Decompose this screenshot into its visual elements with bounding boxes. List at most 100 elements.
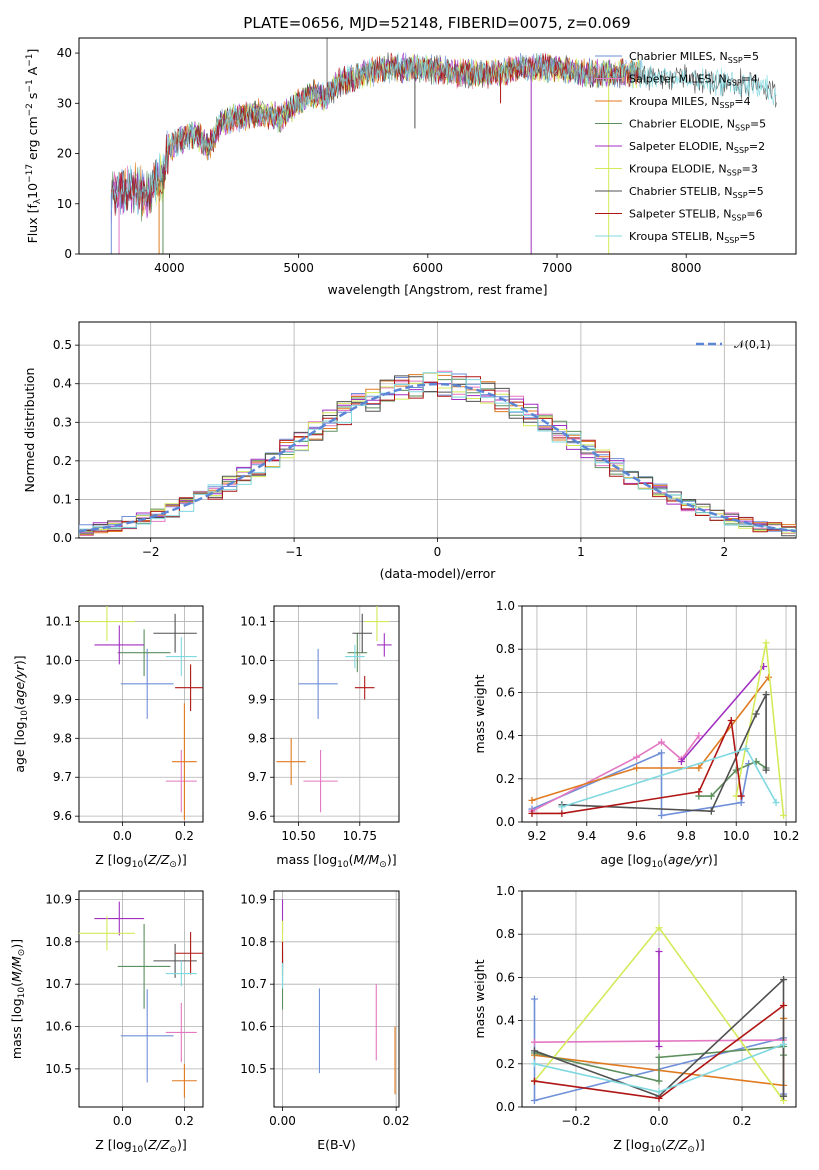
histograms [79, 370, 796, 537]
errorbar-point [120, 989, 174, 1083]
x-tick-label: 6000 [413, 261, 444, 275]
x-tick-label: 0.2 [175, 829, 194, 843]
errorbar-point [153, 613, 197, 653]
y-tick-label: 9.8 [248, 731, 267, 745]
weight-line-chabrier-stelib [534, 977, 785, 1098]
x-tick-label: 0.0 [649, 1114, 668, 1128]
x-tick-label: 9.8 [677, 829, 696, 843]
age-vs-metallicity-panel: 0.0 0.2 9.6 9.7 9.8 9.9 10.0 10.1 Z [log10(Z/Z⊙)… [12, 605, 204, 870]
y-tick-label: 1.0 [496, 884, 515, 898]
weight-marker [655, 1043, 663, 1051]
y-tick-label: 10.0 [45, 653, 72, 667]
x-tick-label: 0 [434, 545, 442, 559]
x-tick-label: 4000 [154, 261, 185, 275]
weight-marker [695, 732, 703, 740]
y-tick-label: 10.8 [240, 935, 267, 949]
errorbar-point [165, 637, 197, 677]
x-tick-label: 0.2 [732, 1114, 751, 1128]
spectrum-panel: 4000 5000 6000 7000 8000 0 10 20 30 40 wavelength … [25, 37, 797, 297]
y-tick-label: 0.6 [496, 970, 515, 984]
y-tick-label: 0.0 [496, 1100, 515, 1114]
weight-marker [655, 947, 663, 955]
errorbar-point [117, 924, 171, 1009]
mass-weight-vs-metallicity-panel: −0.2 0.0 0.2 0.0 0.2 0.4 0.6 0.8 1.0 mass weight Z… [472, 884, 797, 1155]
weight-lines [528, 639, 788, 820]
errorbar-point [364, 606, 390, 642]
errorbar-point [79, 606, 135, 642]
weight-marker [780, 1092, 788, 1100]
weight-marker [633, 753, 641, 761]
weight-marker [772, 799, 780, 807]
x-tick-label: 10.2 [773, 829, 800, 843]
errorbar-point [347, 633, 368, 673]
legend-entry: Chabrier ELODIE, NSSP=5 [629, 118, 766, 133]
axes-frame [273, 890, 400, 1108]
weight-marker [695, 764, 703, 772]
y-tick-label: 0.1 [53, 492, 72, 506]
x-tick-label: 10.50 [281, 829, 315, 843]
weight-marker [530, 1077, 538, 1085]
error-bars [79, 606, 203, 821]
y-tick-label: 0.8 [496, 642, 515, 656]
y-tick-label: 10.6 [240, 1020, 267, 1034]
weight-marker [657, 738, 665, 746]
y-tick-label: 40 [57, 46, 72, 60]
weight-marker [762, 766, 770, 774]
axes-frame [78, 37, 797, 255]
x-tick-label: 8000 [671, 261, 702, 275]
legend-entry: Salpeter MILES, NSSP=4 [629, 73, 758, 88]
axes-frame [78, 605, 204, 823]
legend-entry: Chabrier MILES, NSSP=5 [629, 50, 759, 65]
weight-marker [780, 976, 788, 984]
weight-marker [528, 796, 536, 804]
axes-frame [521, 890, 797, 1108]
errorbar-point [172, 703, 197, 821]
y-tick-label: 30 [57, 96, 72, 110]
x-tick-label: 7000 [542, 261, 573, 275]
errorbar-point [94, 625, 145, 665]
errorbar-point [352, 613, 373, 653]
mass-weight-vs-age-panel: 9.2 9.4 9.6 9.8 10.0 10.2 0.0 0.2 0.4 0.6 0.8 1.0 ma… [472, 599, 799, 870]
weight-marker [752, 710, 760, 718]
weight-marker [707, 792, 715, 800]
legend-entry: Kroupa MILES, NSSP=4 [629, 95, 751, 110]
errorbar-point [165, 960, 197, 987]
axes-frame [273, 605, 400, 823]
y-axis-label: age [log10(age/yr)] [12, 655, 30, 772]
figure-title: PLATE=0656, MJD=52148, FIBERID=0075, z=0… [243, 14, 630, 32]
weight-lines [530, 924, 788, 1105]
weight-line-salpeter-elodie [680, 665, 765, 763]
age-vs-mass-panel: 10.50 10.75 9.6 9.7 9.8 9.9 10.0 10.1 mass [log1… [240, 605, 400, 870]
error-bars [276, 606, 392, 813]
y-tick-label: 10.7 [240, 977, 267, 991]
y-tick-label: 10.8 [45, 935, 72, 949]
errorbar-point [376, 633, 392, 657]
weight-marker [707, 807, 715, 815]
weight-marker [737, 792, 745, 800]
y-tick-label: 0.0 [53, 531, 72, 545]
y-tick-label: 0.4 [496, 729, 515, 743]
x-tick-label: −0.2 [561, 1114, 590, 1128]
y-tick-label: 9.7 [248, 770, 267, 784]
weight-marker [655, 1094, 663, 1102]
weight-marker [657, 749, 665, 757]
weight-marker [655, 1053, 663, 1061]
legend-entry: 𝒩(0,1) [734, 338, 771, 351]
y-tick-label: 10 [57, 197, 72, 211]
y-tick-label: 0.4 [496, 1014, 515, 1028]
weight-marker [530, 1047, 538, 1055]
mass-vs-metallicity-panel: 0.0 0.2 10.5 10.6 10.7 10.8 10.9 Z [log10(Z/Z⊙)… [9, 890, 204, 1155]
errorbar-point [354, 676, 375, 700]
weight-marker [677, 758, 685, 766]
errorbar-point [175, 932, 203, 975]
errorbar-point [298, 648, 338, 719]
errorbar-point [120, 648, 174, 719]
legend-entry: Kroupa ELODIE, NSSP=3 [629, 163, 758, 178]
weight-marker [742, 745, 750, 753]
legend-entry: Kroupa STELIB, NSSP=5 [629, 230, 755, 245]
weight-marker [780, 812, 788, 820]
x-axis-label: E(B-V) [317, 1137, 356, 1152]
weight-marker [655, 1088, 663, 1096]
y-axis-label: mass weight [472, 674, 487, 753]
